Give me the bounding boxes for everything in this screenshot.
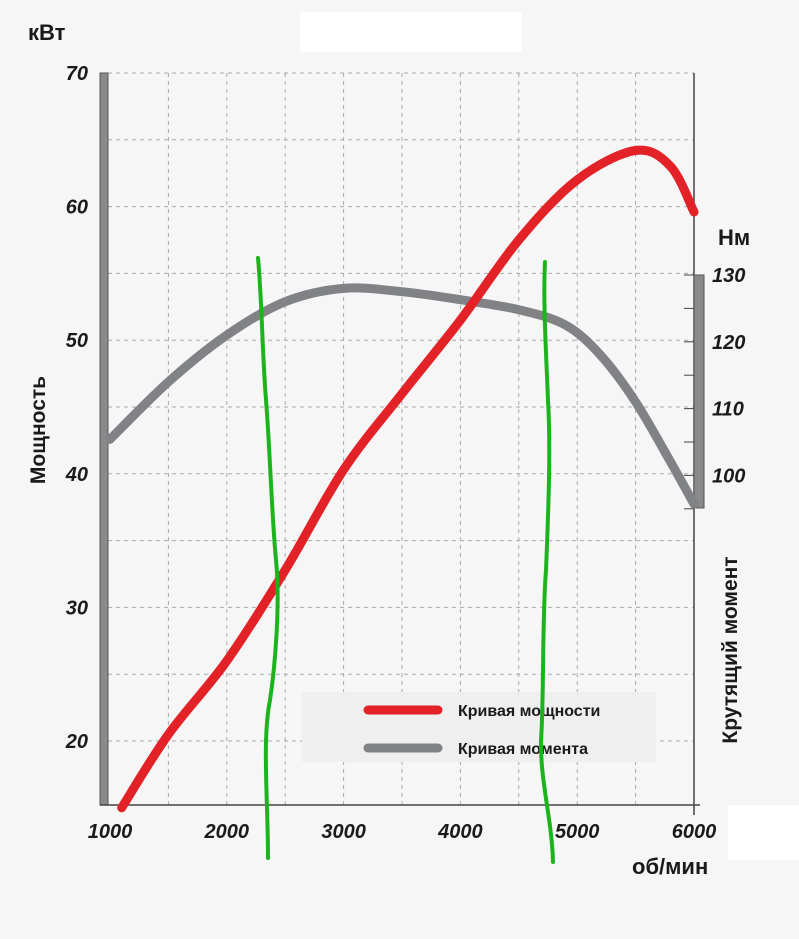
x-tick-label: 5000 <box>555 821 600 843</box>
y-tick-label: 20 <box>65 731 88 753</box>
x-axis-label: об/мин <box>632 854 708 879</box>
y-tick-label: 60 <box>66 197 88 219</box>
green-annotation-line <box>256 256 280 860</box>
y2-axis-unit: Нм <box>718 225 750 250</box>
y-tick-label: 70 <box>66 63 88 85</box>
blank-patch <box>728 805 799 860</box>
x-tick-label: 3000 <box>321 821 366 843</box>
right-axis-bar <box>693 274 705 509</box>
power-curve <box>117 145 699 813</box>
legend-label-torque: Кривая момента <box>458 741 588 758</box>
x-tick-label: 6000 <box>672 821 717 843</box>
legend-label-power: Кривая мощности <box>458 703 600 720</box>
y2-tick-label: 120 <box>712 332 745 354</box>
blank-patch <box>300 12 522 52</box>
y-axis-label: Мощность <box>27 376 50 484</box>
grid <box>108 72 694 805</box>
y-tick-label: 50 <box>66 330 88 352</box>
green-annotation-line <box>538 260 555 864</box>
y-axis-unit: кВт <box>28 20 66 45</box>
y-tick-label: 30 <box>66 597 88 619</box>
y2-axis-label: Крутящий момент <box>719 556 742 743</box>
x-tick-label: 1000 <box>88 821 133 843</box>
y2-tick-label: 100 <box>712 465 745 487</box>
y-tick-label: 40 <box>65 464 88 486</box>
legend-box <box>302 692 656 762</box>
x-tick-label: 2000 <box>204 821 250 843</box>
y2-tick-label: 110 <box>712 399 744 421</box>
x-tick-label: 4000 <box>437 821 483 843</box>
y2-tick-label: 130 <box>712 265 745 287</box>
